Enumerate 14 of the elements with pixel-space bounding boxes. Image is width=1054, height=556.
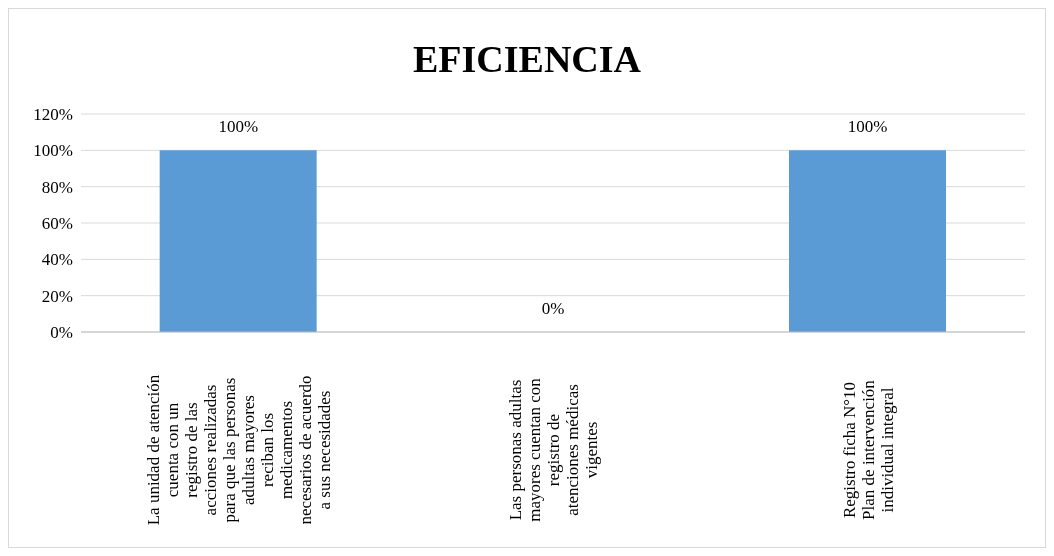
- y-tick-label: 120%: [33, 105, 73, 125]
- y-tick-label: 20%: [41, 286, 73, 306]
- data-label: 0%: [541, 299, 565, 318]
- data-label: 100%: [218, 117, 259, 137]
- y-tick-label: 100%: [33, 141, 73, 161]
- chart-title: EFICIENCIA: [411, 37, 642, 81]
- y-tick-label: 60%: [41, 214, 73, 234]
- y-tick-label: 0%: [50, 323, 73, 343]
- x-tick-label: Las personas adultas mayores cuentan con registro de atenciones médicas vigentes: [506, 377, 601, 522]
- category-label: La unidad de atención cuenta con un registro de las acciones realizadas para que las personas adultas mayores reciban los medicamentos necesarios de acuerdo a sus necesidades: [143, 374, 334, 526]
- y-tick-label: 80%: [41, 177, 73, 197]
- x-tick-label: Registro ficha N°10 Plan de intervención individual integral: [839, 379, 897, 520]
- y-tick-label: 40%: [41, 250, 73, 270]
- data-label: 100%: [847, 117, 888, 137]
